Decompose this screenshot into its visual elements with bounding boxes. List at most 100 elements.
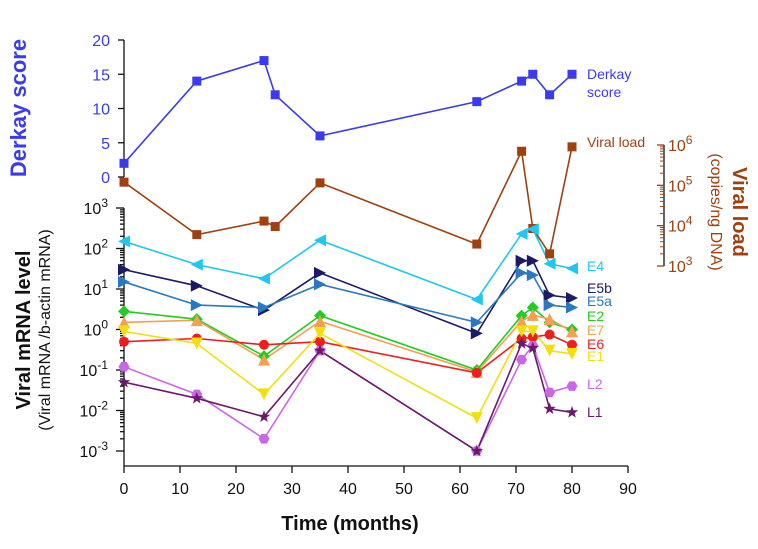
x-tick-label: 70: [507, 481, 525, 498]
series-e5a-point: [526, 269, 539, 282]
series-e2-point: [526, 301, 539, 314]
series-e4-point: [515, 227, 528, 240]
series-e4-point: [566, 262, 578, 275]
series-l1-point: [117, 375, 131, 388]
series-l2-line: [123, 343, 573, 453]
mrna-axis-subtitle: (Viral mRNA /b-actin mRNA): [37, 229, 54, 431]
series-e7-point: [515, 315, 528, 328]
viral-load-point: [270, 222, 280, 232]
series-e6-label: E6: [587, 336, 604, 352]
series-l1-point: [257, 410, 271, 422]
derkay-y-tick-label: 15: [92, 67, 110, 84]
series-l1-line: [123, 342, 573, 453]
series-e7-label: E7: [587, 322, 604, 338]
series-e5b-point: [543, 289, 556, 302]
viral-load-y-tick-label: 104: [668, 214, 693, 236]
series-e6-point: [567, 339, 577, 350]
viral-load-point: [567, 142, 577, 152]
derkay-y-tick-label: 5: [101, 136, 110, 153]
series-l2-point: [544, 387, 556, 398]
series-e4-point: [314, 234, 326, 247]
mrna-y-tick-label: 102: [84, 237, 109, 259]
series-e5a-point: [543, 299, 556, 312]
derkay-point: [545, 90, 555, 100]
mrna-y-tick-label: 100: [84, 318, 109, 340]
series-e4-point: [526, 223, 539, 236]
series-e5a-label: E5a: [587, 293, 612, 309]
series-l1-point: [515, 337, 528, 349]
derkay-point: [119, 158, 129, 168]
series-e7-point: [314, 315, 326, 328]
series-e1-point: [258, 388, 270, 401]
series-e1-point: [566, 347, 578, 360]
series-e5b-point: [515, 254, 528, 267]
series-l1-point: [190, 391, 203, 404]
viral-load-y-tick-label: 103: [668, 254, 693, 276]
series-e5a-point: [190, 299, 203, 312]
mrna-y-tick-label: 10-1: [80, 358, 109, 380]
viral-load-y-tick-label: 106: [668, 133, 693, 155]
series-l1-point: [565, 405, 579, 418]
x-tick-label: 20: [227, 481, 245, 498]
series-e4-point: [258, 272, 270, 285]
series-e5b-point: [190, 279, 203, 292]
derkay-legend-line2: score: [587, 84, 621, 100]
series-e5a-point: [566, 301, 578, 314]
series-e5b-point: [118, 263, 130, 276]
x-tick-label: 10: [171, 481, 189, 498]
derkay-point: [528, 69, 538, 79]
series-e5b-point: [314, 266, 326, 279]
series-e5a-point: [470, 316, 483, 329]
viral-load-axis-subtitle: (copies/ng DNA): [707, 153, 724, 270]
series-e5b-point: [470, 327, 483, 340]
derkay-point: [270, 90, 280, 100]
viral-load-point: [517, 146, 527, 156]
series-l1-point: [313, 344, 327, 356]
series-e6-point: [119, 336, 129, 347]
viral-load-point: [192, 230, 202, 240]
x-tick-label: 40: [339, 481, 357, 498]
series-e1-point: [543, 344, 556, 357]
series-e4-point: [118, 235, 130, 248]
series-l1-point: [470, 444, 483, 457]
viral-load-legend: Viral load: [587, 134, 645, 150]
x-axis-title: Time (months): [281, 513, 418, 535]
series-e5a-point: [258, 301, 270, 314]
series-l1-point: [526, 341, 539, 354]
viral-load-point: [545, 249, 555, 259]
series-e7-point: [190, 314, 203, 327]
viral-load-point: [472, 239, 482, 249]
series-e2-point: [118, 305, 130, 318]
series-e6-point: [471, 367, 482, 378]
viral-load-point: [119, 177, 129, 187]
series-e1-label: E1: [587, 348, 604, 364]
series-e5b-point: [526, 254, 539, 267]
derkay-legend-line1: Derkay: [587, 66, 631, 82]
series-e6-point: [259, 339, 269, 350]
series-e5b-label: E5b: [587, 280, 612, 296]
derkay-axis-title: Derkay score: [6, 39, 31, 177]
viral-load-point: [315, 178, 325, 188]
derkay-point: [192, 76, 202, 86]
series-e1-point: [470, 412, 483, 425]
derkay-point: [315, 131, 325, 141]
series-e1-point: [526, 325, 539, 338]
viral-load-axis-title: Viral load: [728, 167, 750, 257]
x-tick-label: 50: [395, 481, 413, 498]
derkay-y-tick-label: 20: [92, 33, 110, 50]
series-e1-point: [190, 337, 203, 350]
x-tick-label: 30: [283, 481, 301, 498]
derkay-point: [567, 69, 577, 79]
mrna-y-tick-label: 10-3: [80, 439, 109, 461]
derkay-point: [472, 97, 482, 107]
series-e1-point: [515, 325, 528, 338]
derkay-line: [123, 59, 573, 164]
viral-load-point: [259, 216, 269, 226]
mrna-axis-title: Viral mRNA level: [13, 251, 35, 410]
viral-load-y-tick-label: 105: [668, 173, 693, 195]
series-l1-label: L1: [587, 404, 603, 420]
series-l2-point: [258, 434, 270, 444]
series-l1-point: [543, 402, 556, 415]
series-e6-point: [315, 336, 325, 347]
